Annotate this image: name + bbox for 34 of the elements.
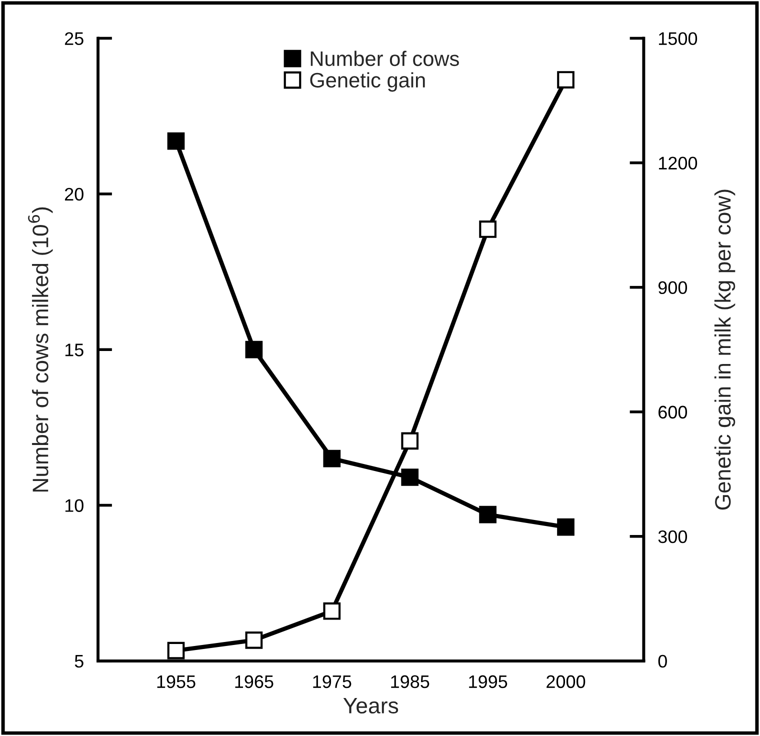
x-tick-label: 1955 (157, 675, 196, 688)
x-tick-label: 1985 (391, 675, 430, 688)
point (323, 450, 341, 468)
point (557, 518, 574, 536)
point (401, 468, 419, 486)
y2-tick-label: 300 (658, 530, 688, 544)
y2-axis-title: Genetic gain in milk (kg per cow) (714, 190, 736, 510)
y2-tick-label: 0 (658, 654, 667, 668)
y2-tick-label: 900 (658, 281, 688, 294)
x-tick-label: 1975 (313, 675, 352, 688)
point (323, 602, 341, 620)
point (401, 432, 419, 450)
point (245, 340, 263, 358)
legend-label: Genetic gain (310, 72, 425, 92)
y-tick-label: 20 (64, 188, 84, 201)
y-tick-label: 15 (65, 344, 84, 356)
point (557, 71, 574, 88)
point (245, 631, 263, 649)
x-axis-title: Years (343, 698, 398, 714)
point (167, 642, 185, 660)
y2-tick-label: 600 (658, 406, 688, 419)
y-tick-label: 10 (65, 499, 84, 512)
y2-tick-label: 1200 (658, 156, 698, 170)
y-tick-label: 25 (64, 32, 84, 45)
y-axis-title: Number of cows milked (10$^{6}$) (28, 207, 53, 492)
point (167, 132, 185, 150)
y-tick-label: 5 (74, 655, 84, 668)
point (479, 506, 496, 524)
x-tick-label: 1995 (469, 675, 508, 688)
point (479, 220, 496, 238)
x-tick-label: 2000 (546, 675, 586, 688)
legend-label: Number of cows (310, 50, 459, 66)
x-tick-label: 1965 (235, 675, 274, 688)
y2-tick-label: 1500 (658, 32, 698, 45)
